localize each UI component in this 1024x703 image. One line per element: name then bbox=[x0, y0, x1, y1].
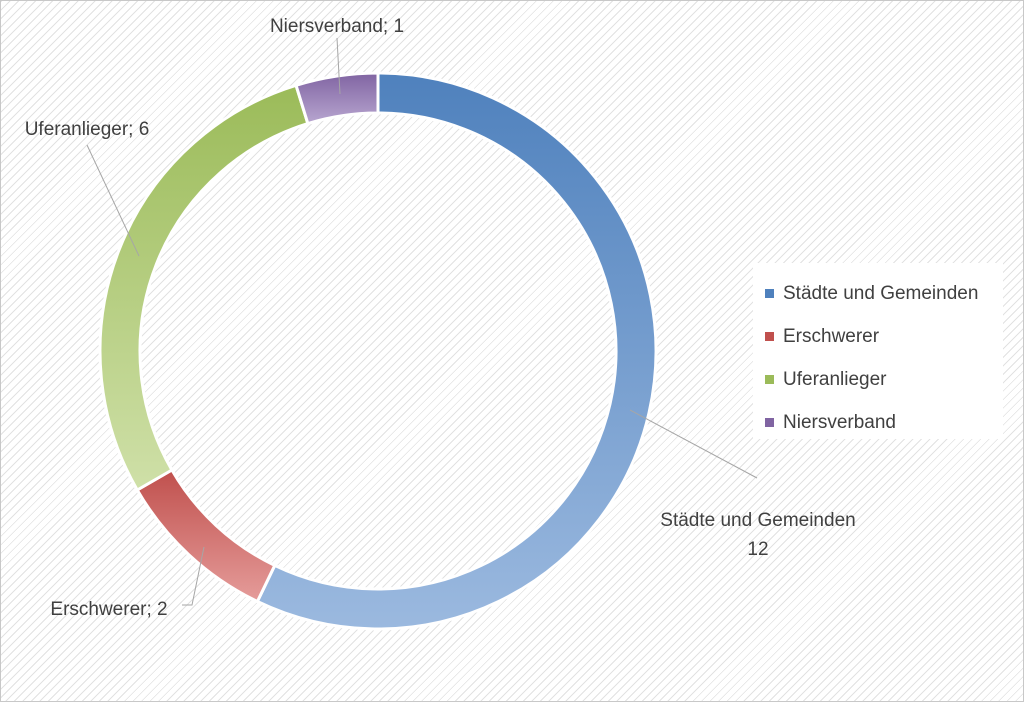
leader-line-niersverband bbox=[336, 37, 341, 95]
doughnut-slices bbox=[98, 71, 658, 631]
data-label-erschwerer: Erschwerer; 2 bbox=[50, 599, 167, 620]
leader-line-uferanlieger bbox=[86, 144, 140, 257]
slice-erschwerer bbox=[135, 467, 277, 604]
data-labels: Städte und Gemeinden 12 Erschwerer; 2 Uf… bbox=[25, 16, 856, 620]
legend-swatch-uferanlieger bbox=[765, 375, 774, 384]
data-label-staedte-line1: Städte und Gemeinden bbox=[660, 510, 855, 531]
leader-lines bbox=[86, 37, 758, 606]
leader-line-erschwerer bbox=[182, 546, 205, 606]
legend-swatch-erschwerer bbox=[765, 332, 774, 341]
legend-item-staedte: Städte und Gemeinden bbox=[765, 272, 1003, 315]
slice-uferanlieger bbox=[98, 83, 310, 493]
legend-item-niersverband: Niersverband bbox=[765, 401, 1003, 444]
leader-line-staedte bbox=[629, 409, 758, 479]
chart-legend: Städte und Gemeinden Erschwerer Uferanli… bbox=[753, 263, 1003, 439]
data-label-uferanlieger: Uferanlieger; 6 bbox=[25, 119, 150, 140]
legend-label-niersverband: Niersverband bbox=[783, 411, 896, 433]
legend-swatch-staedte bbox=[765, 289, 774, 298]
legend-label-uferanlieger: Uferanlieger bbox=[783, 368, 887, 390]
legend-label-staedte: Städte und Gemeinden bbox=[783, 282, 979, 304]
legend-item-uferanlieger: Uferanlieger bbox=[765, 358, 1003, 401]
slice-niersverband bbox=[294, 71, 380, 126]
slice-staedte bbox=[255, 71, 658, 631]
data-label-niersverband: Niersverband; 1 bbox=[270, 16, 404, 37]
data-label-staedte-line2: 12 bbox=[747, 539, 768, 560]
legend-item-erschwerer: Erschwerer bbox=[765, 315, 1003, 358]
legend-swatch-niersverband bbox=[765, 418, 774, 427]
legend-label-erschwerer: Erschwerer bbox=[783, 325, 880, 347]
